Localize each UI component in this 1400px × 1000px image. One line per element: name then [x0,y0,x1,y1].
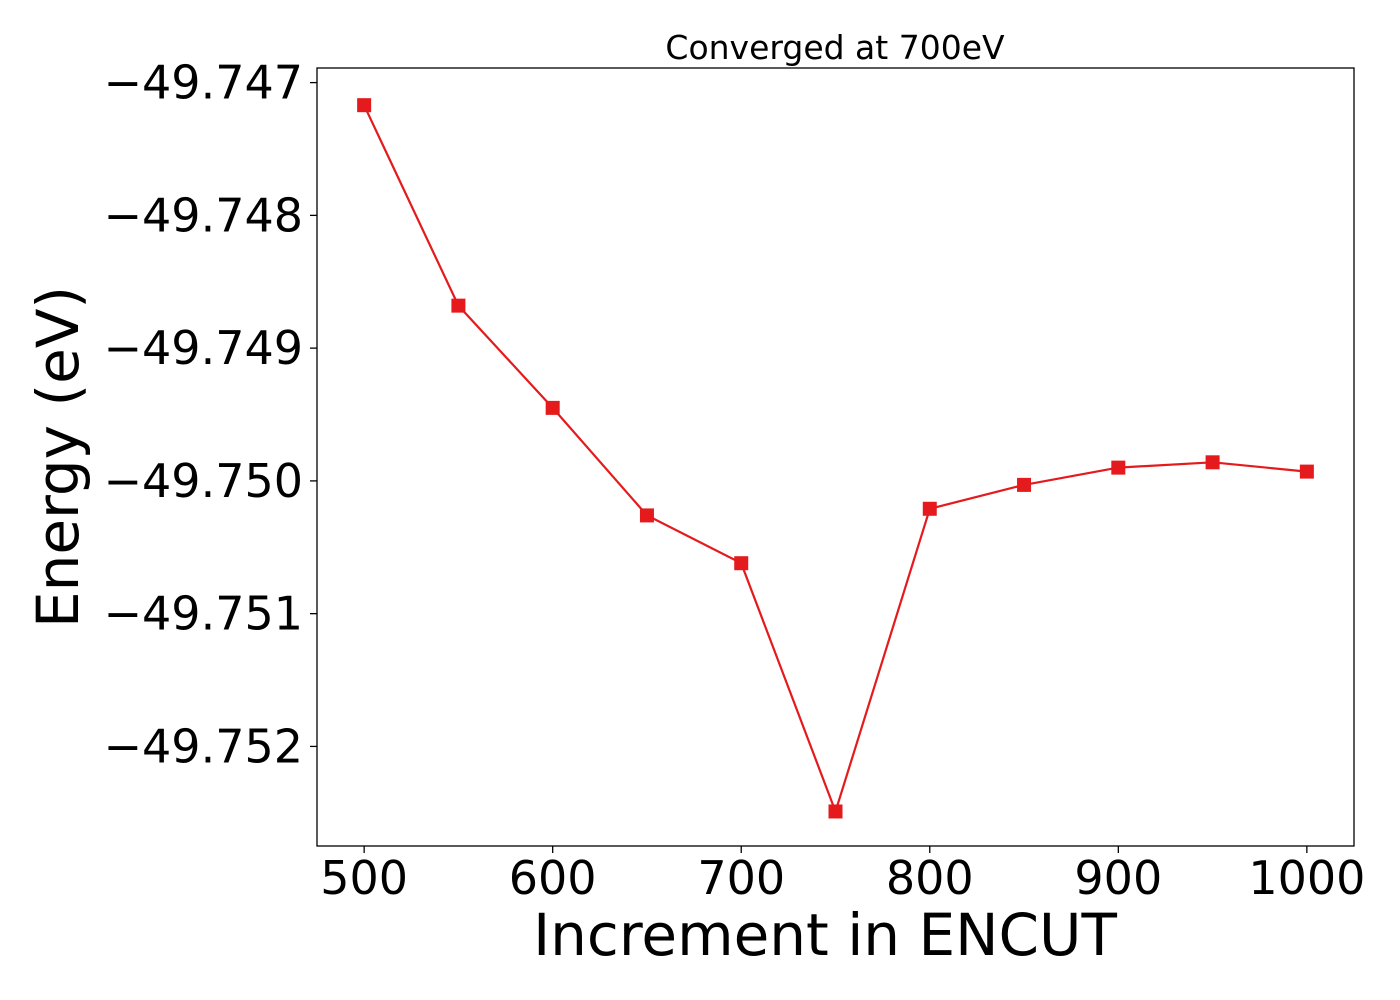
x-tick-label: 700 [697,851,785,905]
y-axis-label: Energy (eV) [24,286,92,628]
data-point [828,804,843,819]
series-line [363,104,1308,815]
y-tick-label: −49.751 [104,587,304,641]
data-point [734,556,749,571]
x-tick-label: 900 [1074,851,1162,905]
chart-title: Converged at 700eV [665,28,1005,67]
data-point [357,98,372,113]
y-tick-label: −49.750 [104,454,304,508]
plot-frame [316,67,1355,847]
data-point [451,298,466,313]
x-axis-label: Increment in ENCUT [533,901,1117,969]
tick-layer: 500 600 700 800 900 1000 −49.747 −49.748 −49.749… [104,56,1366,905]
data-point [639,508,654,523]
series-layer [357,98,1314,819]
x-tick-label: 600 [509,851,597,905]
data-point [922,501,937,516]
x-tick-label: 500 [320,851,408,905]
x-tick-label: 800 [886,851,974,905]
data-point [1299,464,1314,479]
y-tick-label: −49.749 [104,321,304,375]
y-tick-label: −49.747 [104,56,304,110]
data-point [1017,477,1032,492]
data-point [1205,455,1220,470]
x-tick-label: 1000 [1248,851,1365,905]
data-point [545,400,560,415]
y-tick-label: −49.752 [104,719,304,773]
y-tick-label: −49.748 [104,188,304,242]
data-point [1111,460,1126,475]
